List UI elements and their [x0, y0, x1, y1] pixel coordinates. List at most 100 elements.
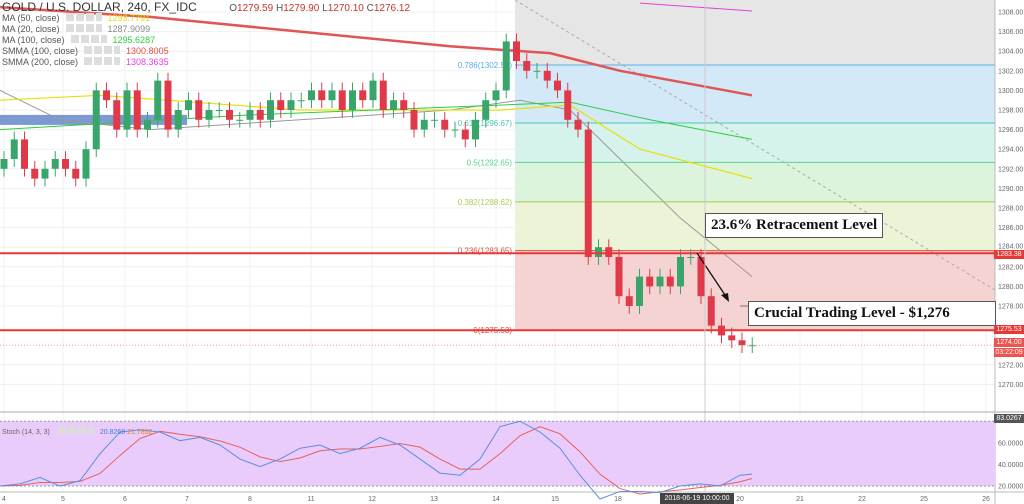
price-label-1275: 1275.53	[994, 325, 1024, 334]
candle-body	[287, 100, 295, 110]
candle-body	[472, 119, 479, 140]
candle-body	[308, 90, 315, 101]
candle-body	[215, 110, 223, 111]
arrow-line	[696, 252, 728, 299]
indicator-2[interactable]: MA (100, close) 1295.6287	[2, 35, 156, 45]
candle-body	[369, 80, 377, 101]
candle-body	[656, 276, 664, 287]
fib-level-label: 0.236(1283.65)	[458, 247, 513, 256]
y-tick-label: 1296.00	[998, 127, 1023, 134]
candle-body	[748, 345, 756, 347]
stoch-tick-label: 40.0000	[998, 462, 1023, 469]
candle-body	[615, 257, 623, 297]
candle-body	[236, 119, 244, 121]
x-tick-label: 15	[551, 496, 559, 503]
indicator-3[interactable]: SMMA (100, close) 1300.8005	[2, 46, 169, 56]
indicator-4[interactable]: SMMA (200, close) 1308.3635	[2, 57, 169, 67]
indicator-0[interactable]: MA (50, close) 1293.7791	[2, 13, 151, 23]
y-tick-label: 1294.00	[998, 147, 1023, 154]
candle-body	[492, 90, 500, 101]
y-tick-label: 1298.00	[998, 108, 1023, 115]
x-tick-label: 4	[2, 496, 6, 503]
stoch-tick-label: 20.0000	[998, 484, 1023, 491]
candle-body	[400, 100, 408, 110]
x-tick-label: 6	[123, 496, 127, 503]
candle-body	[256, 110, 264, 120]
candle-body	[185, 100, 192, 110]
candle-body	[297, 100, 305, 102]
fib-zone-top	[515, 0, 995, 66]
indicator-buttons[interactable]	[65, 24, 102, 32]
candle-body	[113, 100, 121, 130]
fib-zone	[515, 162, 995, 202]
fib-level-label: 0.618(1296.67)	[458, 119, 513, 128]
indicator-buttons[interactable]	[84, 57, 121, 65]
x-tick-label: 26	[982, 496, 990, 503]
y-tick-label: 1282.00	[998, 264, 1023, 271]
candle-body	[379, 80, 387, 110]
y-tick-label: 1304.00	[998, 49, 1023, 56]
fib-zone	[515, 123, 995, 163]
chart-legend: GOLD / U.S. DOLLAR, 240, FX_IDC O1279.59…	[2, 1, 410, 68]
candle-body	[205, 110, 213, 120]
ma50-line	[0, 94, 753, 180]
x-tick-label: 12	[368, 496, 376, 503]
candle-body	[595, 247, 602, 257]
candle-body	[328, 90, 336, 101]
indicator-buttons[interactable]	[70, 35, 107, 43]
candle-body	[502, 41, 510, 91]
y-tick-label: 1290.00	[998, 186, 1023, 193]
candle-body	[697, 257, 705, 297]
candle-body	[738, 340, 746, 346]
indicator-1[interactable]: MA (20, close) 1287.9099	[2, 24, 151, 34]
candle-body	[277, 100, 285, 110]
candle-body	[359, 90, 367, 101]
candle-body	[584, 129, 592, 257]
candle-body	[482, 100, 490, 120]
x-tick-label: 13	[430, 496, 438, 503]
candle-body	[62, 159, 69, 169]
candle-body	[123, 90, 131, 130]
stoch-last-label: 83.0267	[994, 414, 1024, 423]
candle-body	[431, 119, 438, 121]
y-tick-label: 1288.00	[998, 206, 1023, 213]
candle-body	[707, 296, 715, 326]
candle-body	[195, 100, 203, 120]
candle-body	[10, 139, 18, 159]
stoch-k-line	[0, 420, 753, 500]
candle-body	[410, 110, 418, 130]
annotation-retracement[interactable]: 23.6% Retracement Level	[705, 213, 884, 238]
candle-body	[0, 159, 8, 169]
arrow-head-icon	[721, 293, 729, 302]
candle-body	[513, 41, 520, 61]
x-tick-label: 18	[614, 496, 622, 503]
price-label-last: 1274.00	[994, 338, 1024, 347]
price-label-1283: 1283.38	[994, 250, 1024, 259]
candle-body	[441, 119, 449, 130]
candle-body	[564, 90, 572, 120]
fib-level-label: 0.382(1288.62)	[458, 198, 513, 207]
x-tick-label: 21	[796, 496, 804, 503]
x-tick-label: 20	[736, 496, 744, 503]
candle-body	[646, 276, 654, 287]
fib-zone	[515, 65, 995, 124]
candle-body	[605, 247, 613, 257]
y-tick-label: 1286.00	[998, 225, 1023, 232]
y-tick-label: 1292.00	[998, 166, 1023, 173]
fib-level-label: 0.786(1302.59)	[458, 61, 513, 70]
annotation-crucial-level[interactable]: Crucial Trading Level - $1,276	[748, 301, 996, 326]
crosshair-date-label: 2018-06-19 10:00:00	[660, 493, 734, 504]
candle-body	[523, 61, 531, 71]
indicator-buttons[interactable]	[65, 13, 102, 21]
candle-body	[533, 70, 541, 72]
x-tick-label: 7	[185, 496, 189, 503]
candle-body	[636, 276, 643, 306]
candle-body	[246, 110, 254, 120]
candle-body	[72, 168, 80, 179]
indicator-buttons[interactable]	[84, 46, 121, 54]
candle-body	[226, 110, 233, 120]
candle-body	[21, 139, 28, 169]
candle-body	[543, 70, 551, 81]
candle-body	[103, 90, 110, 101]
